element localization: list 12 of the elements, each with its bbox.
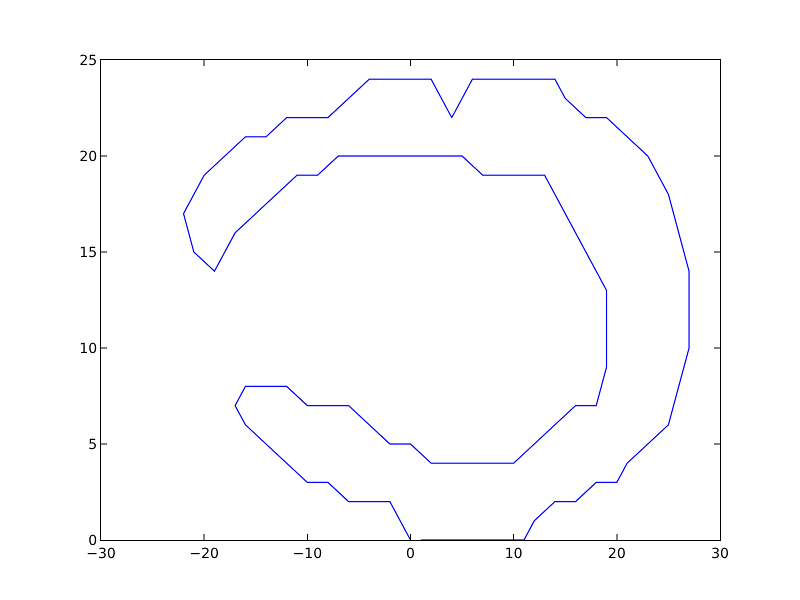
x-tick-label: 30 <box>711 546 729 562</box>
y-tick-label: 15 <box>79 244 98 261</box>
y-tick-label: 20 <box>79 148 98 165</box>
x-tick-label: 0 <box>406 546 415 562</box>
x-tick-label: −20 <box>189 546 219 562</box>
x-tick-label: 20 <box>608 546 626 562</box>
line-series <box>182 78 690 540</box>
x-tick-label: −10 <box>292 546 322 562</box>
x-tick-label: 10 <box>504 546 523 562</box>
y-tick-label: 25 <box>79 52 98 69</box>
y-tick-label: 10 <box>79 340 98 357</box>
y-tick-label: 5 <box>88 436 98 453</box>
